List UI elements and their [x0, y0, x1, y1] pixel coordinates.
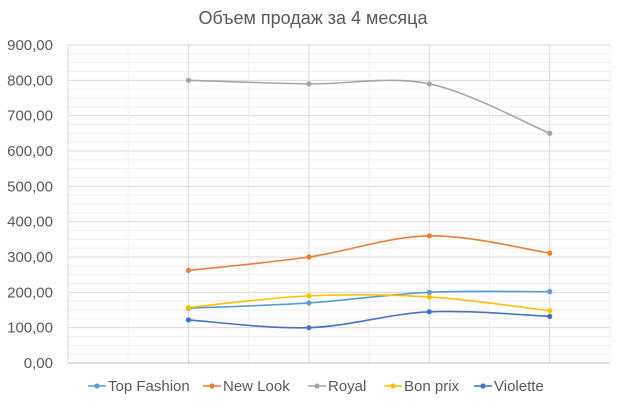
- data-point: [185, 304, 192, 311]
- data-point: [426, 294, 432, 300]
- legend-label: Violette: [494, 378, 544, 395]
- legend-item: New Look: [203, 378, 290, 395]
- series-line: [188, 310, 550, 329]
- series-line: [188, 290, 550, 310]
- data-point: [547, 313, 553, 319]
- legend-label: New Look: [223, 378, 290, 395]
- y-tick-label: 300,00: [7, 249, 53, 266]
- series-new-look: [185, 233, 553, 274]
- data-point: [185, 317, 192, 323]
- series-line: [188, 79, 551, 135]
- chart-title: Объем продаж за 4 месяца: [198, 8, 428, 28]
- legend-marker: [314, 383, 320, 389]
- y-tick-label: 800,00: [7, 72, 53, 89]
- data-point: [426, 233, 432, 239]
- y-tick-label: 400,00: [7, 214, 53, 231]
- legend-label: Royal: [328, 378, 366, 395]
- data-point: [306, 293, 312, 299]
- data-point: [306, 300, 312, 306]
- y-tick-label: 200,00: [7, 284, 53, 301]
- data-point: [426, 81, 432, 87]
- data-point: [547, 250, 553, 256]
- legend-marker: [94, 383, 100, 389]
- series-layer: [185, 77, 553, 331]
- data-point: [306, 254, 312, 260]
- y-tick-label: 900,00: [7, 37, 53, 54]
- y-axis-tick-labels: 0,00 100,00 200,00 300,00 400,00 500,00 600,00…: [7, 37, 53, 372]
- series-bon-prix: [185, 293, 553, 314]
- series-line: [188, 293, 550, 312]
- data-point: [547, 130, 553, 136]
- legend-label: Bon prix: [404, 378, 460, 395]
- legend-item: Top Fashion: [88, 378, 190, 395]
- legend-marker: [209, 383, 215, 389]
- legend-item: Royal: [308, 378, 366, 395]
- data-point: [426, 309, 432, 315]
- legend-marker: [480, 383, 486, 389]
- y-tick-label: 700,00: [7, 108, 53, 125]
- data-point: [547, 308, 553, 314]
- y-tick-label: 100,00: [7, 320, 53, 337]
- y-tick-label: 0,00: [24, 355, 53, 372]
- series-violette: [185, 309, 553, 331]
- y-tick-label: 600,00: [7, 143, 53, 160]
- data-point: [185, 77, 192, 83]
- series-royal: [185, 77, 553, 136]
- data-point: [306, 325, 312, 331]
- data-point: [185, 267, 192, 274]
- legend-marker: [390, 383, 396, 389]
- y-tick-label: 500,00: [7, 178, 53, 195]
- legend-label: Top Fashion: [108, 378, 190, 395]
- data-point: [426, 289, 432, 295]
- series-top-fashion: [185, 289, 553, 311]
- legend-item: Bon prix: [384, 378, 460, 395]
- legend-item: Violette: [474, 378, 544, 395]
- legend: Top Fashion New Look Royal Bon prix Violette: [88, 378, 544, 395]
- data-point: [547, 289, 553, 295]
- series-line: [188, 234, 550, 272]
- data-point: [306, 81, 312, 87]
